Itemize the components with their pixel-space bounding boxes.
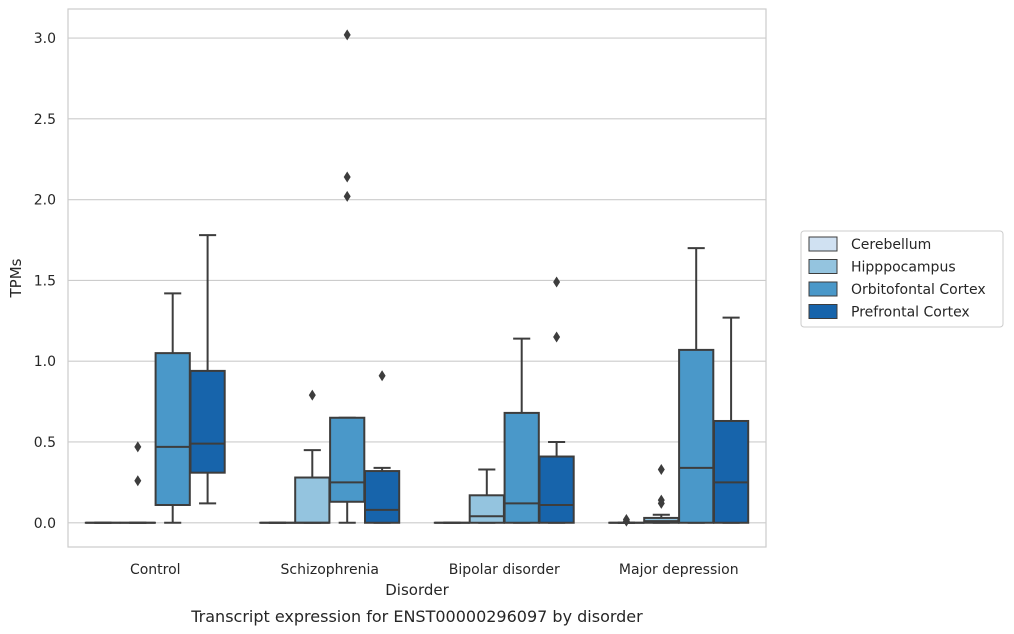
box-group (678, 247, 715, 524)
y-tick-label: 2.5 (34, 112, 56, 128)
box-group (329, 29, 366, 524)
outlier-point (343, 171, 351, 183)
series-orbitofontal-cortex (154, 29, 715, 524)
outlier-point (308, 389, 316, 401)
legend-label: Hipppocampus (851, 260, 956, 276)
box (503, 411, 540, 524)
y-tick-label: 3.0 (34, 31, 56, 47)
outlier-point (553, 331, 561, 343)
legend-item: Cerebellum (808, 236, 931, 253)
plot-frame (67, 8, 767, 548)
box (468, 494, 505, 524)
box-plot-series (84, 29, 750, 527)
box-group (643, 463, 680, 524)
legend-frame (800, 230, 1004, 328)
x-tick-label: Bipolar disorder (449, 562, 560, 578)
box (712, 419, 750, 524)
y-axis-label: TPMs (7, 258, 25, 298)
box-group (712, 316, 750, 524)
chart-caption: Transcript expression for ENST0000029609… (190, 607, 643, 626)
box (189, 369, 226, 474)
outlier-point (343, 29, 351, 41)
box (294, 476, 331, 524)
legend-item: Orbitofontal Cortex (808, 281, 986, 298)
box (678, 348, 715, 524)
box-group (468, 468, 505, 524)
y-tick-label: 2.0 (34, 193, 56, 209)
outlier-point (134, 475, 142, 487)
outlier-point (134, 441, 142, 453)
outlier-point (378, 370, 386, 382)
box-group (608, 514, 645, 527)
legend-label: Cerebellum (851, 237, 931, 253)
series-cerebellum (84, 514, 645, 527)
series-prefrontal-cortex (189, 234, 750, 524)
outlier-point (657, 463, 665, 475)
legend-swatch (808, 236, 838, 252)
box-group (189, 234, 226, 505)
box (329, 416, 366, 503)
x-tick-label: Schizophrenia (281, 562, 379, 578)
box-group (119, 441, 156, 524)
series-hipppocampus (119, 389, 680, 524)
y-tick-label: 0.0 (34, 516, 56, 532)
box-group (363, 370, 401, 524)
box-group (503, 337, 540, 524)
outlier-point (553, 276, 561, 288)
legend-label: Orbitofontal Cortex (851, 282, 986, 298)
x-axis-label: Disorder (385, 581, 449, 599)
x-tick-label: Major depression (619, 562, 739, 578)
legend-label: Prefrontal Cortex (851, 305, 970, 321)
legend-swatch (808, 259, 838, 274)
legend-swatch (808, 281, 838, 297)
legend-swatch (808, 304, 838, 319)
outlier-point (343, 190, 351, 202)
box (154, 352, 191, 506)
box-group (538, 276, 575, 524)
y-tick-label: 1.0 (34, 354, 56, 370)
x-axis-ticks: Control Schizophrenia Bipolar disorder Majo… (130, 562, 739, 578)
y-tick-label: 1.5 (34, 273, 56, 289)
x-tick-label: Control (130, 562, 181, 578)
y-axis-ticks: 0.0 0.5 1.0 1.5 2.0 2.5 3.0 (34, 31, 56, 532)
outlier-point (657, 494, 665, 506)
box-group (294, 389, 331, 524)
outlier-point (622, 514, 630, 526)
legend-item: Hipppocampus (808, 259, 956, 276)
legend: Cerebellum Hipppocampus Orbitofontal Corte… (800, 230, 1004, 328)
box (538, 455, 575, 524)
box (363, 470, 401, 524)
legend-item: Prefrontal Cortex (808, 304, 970, 321)
y-tick-label: 0.5 (34, 435, 56, 451)
box-group (154, 292, 191, 524)
